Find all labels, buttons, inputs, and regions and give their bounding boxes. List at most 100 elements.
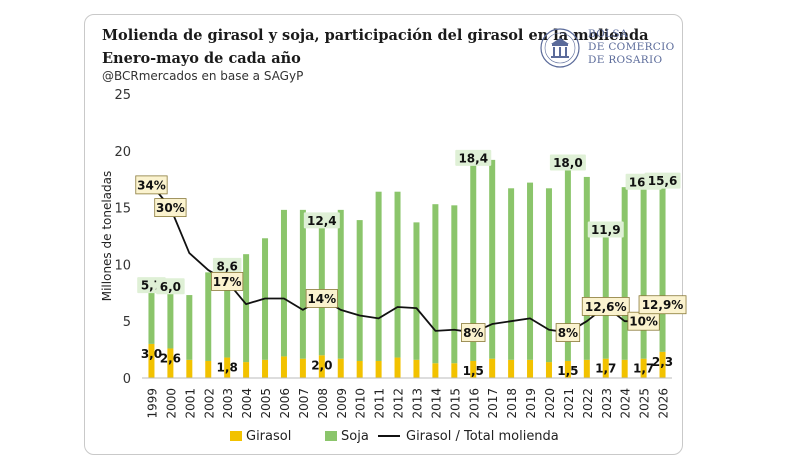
chart-subtitle: Enero-mayo de cada año — [102, 50, 301, 67]
legend-label-line: Girasol / Total molienda — [406, 429, 559, 444]
girasol-bar — [186, 359, 193, 378]
girasol-bar — [318, 355, 325, 378]
girasol-bar — [356, 360, 363, 378]
girasol-bar — [205, 360, 212, 378]
girasol-bar — [659, 351, 666, 378]
legend-label-soja: Soja — [341, 429, 369, 444]
legend-label-girasol: Girasol — [246, 429, 291, 444]
percent-value-label: 12,9% — [642, 298, 684, 312]
soja-value-label: 8,6 — [217, 259, 238, 273]
girasol-bar — [262, 359, 269, 378]
x-tick-label: 2021 — [562, 388, 576, 419]
girasol-bar — [299, 358, 306, 378]
girasol-bar — [451, 363, 458, 378]
logo-line-3: DE ROSARIO — [588, 54, 663, 66]
percent-value-label: 8% — [558, 326, 578, 340]
girasol-bar — [602, 358, 609, 378]
soja-value-box — [303, 212, 340, 229]
y-tick-label: 25 — [114, 88, 131, 103]
soja-value-box — [587, 221, 624, 238]
soja-bar — [621, 187, 628, 360]
x-tick-label: 2023 — [600, 388, 614, 419]
girasol-value-label: 2,3 — [652, 355, 673, 369]
girasol-value-label: 2,6 — [160, 351, 181, 365]
y-tick-label: 0 — [123, 372, 131, 387]
chart-source: @BCRmercados en base a SAGyP — [102, 69, 304, 83]
y-tick-label: 5 — [123, 315, 131, 330]
chart-card — [84, 14, 683, 455]
x-tick-label: 2009 — [335, 388, 349, 419]
soja-bar — [489, 159, 496, 359]
girasol-value-label: 1,8 — [217, 361, 238, 375]
y-tick-label: 10 — [114, 258, 131, 273]
girasol-bar — [413, 359, 420, 378]
percent-value-box — [555, 323, 581, 342]
x-tick-label: 2018 — [505, 388, 519, 419]
girasol-bar — [432, 363, 439, 378]
logo-line-2: DE COMERCIO — [588, 41, 675, 53]
bcr-logo-text: BOLSA DE COMERCIO DE ROSARIO — [588, 28, 674, 67]
bcr-seal-icon — [540, 28, 580, 68]
percent-value-label: 8% — [463, 326, 483, 340]
soja-bar — [451, 205, 458, 364]
percent-value-label: 10% — [629, 315, 658, 329]
x-tick-label: 2012 — [392, 388, 406, 419]
soja-bar — [186, 295, 193, 360]
girasol-bar — [564, 360, 571, 378]
x-tick-label: 2003 — [221, 388, 235, 419]
x-tick-label: 2011 — [373, 388, 387, 419]
girasol-value-label: 3,0 — [141, 347, 162, 361]
soja-value-label: 6,0 — [160, 280, 181, 294]
x-tick-label: 2013 — [410, 388, 424, 419]
girasol-value-label: 1,7 — [633, 362, 654, 376]
soja-bar — [545, 188, 552, 363]
percent-value-box — [581, 297, 630, 316]
soja-bar — [659, 174, 666, 352]
x-tick-label: 2019 — [524, 388, 538, 419]
percent-value-box — [461, 323, 486, 342]
percent-value-label: 12,6% — [585, 300, 627, 314]
soja-bar — [602, 223, 609, 359]
soja-value-box — [549, 154, 586, 171]
soja-bar — [167, 280, 174, 349]
soja-value-box — [212, 257, 242, 274]
x-tick-label: 2020 — [543, 388, 557, 419]
girasol-bar — [394, 357, 401, 378]
x-tick-label: 2024 — [619, 388, 633, 419]
girasol-value-label: 1,5 — [463, 364, 484, 378]
percent-value-label: 34% — [137, 178, 166, 192]
soja-bar — [394, 191, 401, 358]
soja-bar — [527, 182, 534, 360]
soja-bar — [413, 222, 420, 360]
x-tick-label: 2004 — [240, 388, 254, 419]
girasol-value-label: 1,5 — [557, 364, 578, 378]
x-tick-label: 2017 — [486, 388, 500, 419]
legend-swatch-girasol — [230, 431, 242, 441]
girasol-bar — [621, 359, 628, 378]
soja-bar — [583, 176, 590, 360]
girasol-bar — [470, 360, 477, 378]
x-tick-label: 2006 — [278, 388, 292, 419]
x-tick-label: 2001 — [183, 388, 197, 419]
soja-value-label: 15,6 — [648, 174, 678, 188]
x-tick-label: 2007 — [297, 388, 311, 419]
soja-bar — [243, 254, 250, 363]
logo-line-1: BOLSA — [588, 28, 628, 40]
percent-value-box — [154, 198, 187, 218]
soja-bar — [337, 209, 344, 359]
x-tick-label: 2015 — [448, 388, 462, 419]
girasol-value-label: 1,7 — [595, 362, 616, 376]
x-tick-label: 2022 — [581, 388, 595, 419]
soja-value-label: 18,0 — [553, 156, 583, 170]
percent-value-box — [638, 295, 687, 315]
girasol-value-label: 2,0 — [311, 358, 332, 372]
girasol-bar — [148, 343, 155, 378]
x-tick-label: 2002 — [202, 388, 216, 419]
soja-bar — [205, 272, 212, 361]
x-tick-label: 2025 — [638, 388, 652, 419]
soja-bar — [508, 188, 515, 360]
girasol-bar — [508, 359, 515, 378]
percent-value-label: 14% — [307, 292, 336, 306]
girasol-bar — [640, 358, 647, 378]
x-tick-label: 2016 — [467, 388, 481, 419]
